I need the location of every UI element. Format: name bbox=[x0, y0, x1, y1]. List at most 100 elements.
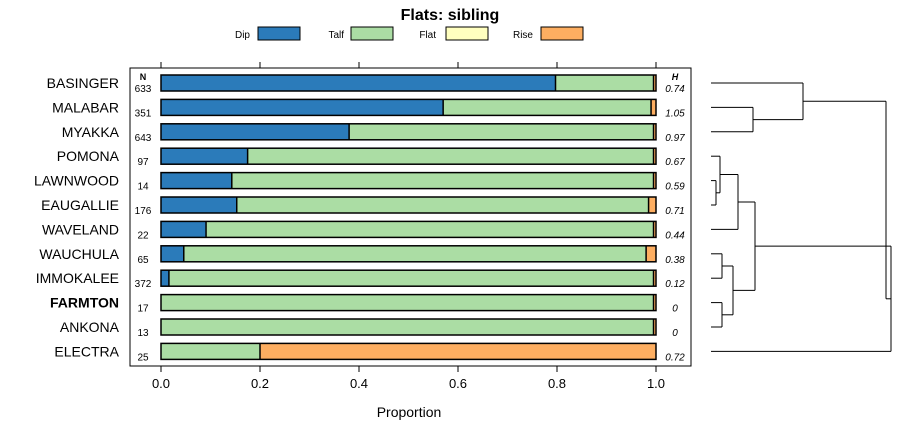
n-count: 13 bbox=[137, 328, 149, 339]
legend-swatch-flat bbox=[445, 26, 489, 41]
n-count: 25 bbox=[137, 352, 149, 363]
bar-outline-malabar bbox=[160, 98, 657, 117]
h-value: 0.44 bbox=[665, 230, 685, 241]
bar-segment-rise-immokalee bbox=[653, 270, 656, 287]
bar-segment-talf-wauchula bbox=[183, 245, 647, 262]
h-value: 0 bbox=[672, 304, 678, 315]
h-value: 0.59 bbox=[665, 182, 685, 193]
category-label-malabar: MALABAR bbox=[52, 99, 119, 115]
bar-segment-dip-immokalee bbox=[161, 270, 169, 287]
bar-outline-myakka bbox=[160, 123, 657, 141]
category-label-farmton: FARMTON bbox=[50, 295, 119, 311]
bar-segment-dip-myakka bbox=[161, 123, 350, 140]
n-count: 351 bbox=[135, 108, 152, 119]
legend-label-talf: Talf bbox=[328, 30, 344, 41]
x-tick-label: 0.2 bbox=[251, 376, 269, 391]
bar-segment-rise-farmton bbox=[653, 294, 656, 311]
h-value: 0 bbox=[672, 328, 678, 339]
x-tick-label: 0.8 bbox=[548, 376, 566, 391]
bar-outline-ankona bbox=[160, 318, 657, 336]
bar-segment-talf-electra bbox=[161, 343, 260, 360]
bar-segment-talf-immokalee bbox=[168, 270, 654, 287]
bar-segment-rise-ankona bbox=[653, 319, 656, 335]
x-tick-label: 1.0 bbox=[647, 376, 665, 391]
category-label-myakka: MYAKKA bbox=[62, 124, 120, 140]
category-label-waveland: WAVELAND bbox=[42, 221, 119, 237]
n-count: 17 bbox=[137, 304, 149, 315]
n-count: 65 bbox=[137, 255, 149, 266]
bar-segment-talf-basinger bbox=[555, 75, 654, 91]
bar-outline-wauchula bbox=[160, 245, 657, 263]
bar-segment-rise-eaugallie bbox=[648, 197, 656, 213]
category-label-wauchula: WAUCHULA bbox=[39, 246, 119, 262]
category-label-basinger: BASINGER bbox=[47, 75, 119, 91]
x-tick-label: 0.6 bbox=[449, 376, 467, 391]
bar-segment-talf-lawnwood bbox=[231, 172, 654, 189]
bar-segment-talf-malabar bbox=[443, 99, 652, 116]
bar-segment-dip-lawnwood bbox=[161, 172, 232, 189]
chart-title: Flats: sibling bbox=[401, 7, 500, 24]
legend-swatch-dip bbox=[257, 26, 301, 41]
category-label-lawnwood: LAWNWOOD bbox=[34, 173, 119, 189]
plot-frame bbox=[129, 67, 692, 367]
bar-outline-eaugallie bbox=[160, 196, 657, 214]
bar-segment-rise-malabar bbox=[651, 99, 656, 116]
bar-outline-immokalee bbox=[160, 269, 657, 287]
h-value: 0.67 bbox=[665, 157, 685, 168]
h-value: 0.72 bbox=[665, 352, 685, 363]
bar-segment-dip-waveland bbox=[161, 221, 207, 238]
legend-swatch-talf bbox=[350, 26, 394, 41]
category-label-immokalee: IMMOKALEE bbox=[36, 270, 119, 286]
bar-outline-pomona bbox=[160, 147, 657, 165]
h-header: H bbox=[672, 72, 679, 82]
x-tick-label: 0.0 bbox=[152, 376, 170, 391]
h-value: 1.05 bbox=[665, 108, 685, 119]
bar-outline-waveland bbox=[160, 220, 657, 239]
bar-segment-dip-eaugallie bbox=[161, 197, 237, 213]
bar-outline-lawnwood bbox=[160, 171, 657, 190]
h-value: 0.12 bbox=[665, 279, 685, 290]
bar-segment-rise-electra bbox=[260, 343, 656, 360]
bar-segment-dip-malabar bbox=[161, 99, 444, 116]
bar-segment-talf-farmton bbox=[161, 294, 654, 311]
h-value: 0.38 bbox=[665, 255, 685, 266]
bar-segment-talf-waveland bbox=[206, 221, 654, 238]
legend-swatch-rise bbox=[540, 26, 584, 41]
bar-segment-dip-wauchula bbox=[161, 245, 184, 262]
h-value: 0.74 bbox=[665, 84, 685, 95]
bar-segment-rise-myakka bbox=[653, 123, 656, 140]
bar-segment-rise-wauchula bbox=[646, 245, 656, 262]
legend-label-flat: Flat bbox=[419, 30, 436, 41]
bar-segment-talf-pomona bbox=[247, 148, 654, 165]
dendrogram bbox=[711, 82, 892, 352]
bar-segment-talf-ankona bbox=[161, 319, 654, 335]
bar-outline-farmton bbox=[160, 293, 657, 312]
bar-segment-rise-lawnwood bbox=[653, 172, 656, 189]
legend-label-dip: Dip bbox=[235, 30, 250, 41]
category-label-eaugallie: EAUGALLIE bbox=[41, 197, 119, 213]
legend-label-rise: Rise bbox=[513, 30, 533, 41]
h-value: 0.97 bbox=[665, 133, 685, 144]
n-count: 22 bbox=[137, 230, 149, 241]
bar-segment-dip-basinger bbox=[161, 75, 556, 91]
x-tick-label: 0.4 bbox=[350, 376, 368, 391]
x-axis-label: Proportion bbox=[377, 404, 442, 420]
category-label-electra: ELECTRA bbox=[54, 343, 119, 359]
bar-segment-rise-waveland bbox=[653, 221, 656, 238]
bar-outline-basinger bbox=[160, 74, 657, 92]
n-count: 176 bbox=[135, 206, 152, 217]
category-label-pomona: POMONA bbox=[57, 148, 120, 164]
category-label-ankona: ANKONA bbox=[60, 319, 120, 335]
bar-segment-talf-myakka bbox=[349, 123, 654, 140]
bar-segment-talf-eaugallie bbox=[236, 197, 649, 213]
n-count: 97 bbox=[137, 157, 149, 168]
bar-segment-dip-pomona bbox=[161, 148, 248, 165]
bar-segment-rise-basinger bbox=[653, 75, 656, 91]
n-count: 14 bbox=[137, 182, 149, 193]
n-count: 633 bbox=[135, 84, 152, 95]
plot-area: 0.0 0.2 0.4 0.6 0.8 1.0 N H BASINGER 633 0.74 MALAB… bbox=[34, 62, 692, 391]
n-header: N bbox=[140, 72, 147, 82]
n-count: 643 bbox=[135, 133, 152, 144]
